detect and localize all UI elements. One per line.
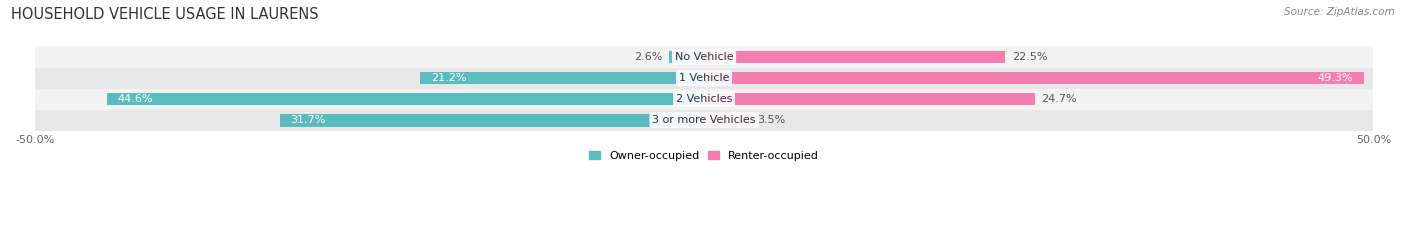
Text: HOUSEHOLD VEHICLE USAGE IN LAURENS: HOUSEHOLD VEHICLE USAGE IN LAURENS	[11, 7, 319, 22]
Bar	[704, 72, 1364, 84]
Text: Source: ZipAtlas.com: Source: ZipAtlas.com	[1284, 7, 1395, 17]
Text: 31.7%: 31.7%	[290, 115, 326, 125]
Text: 3.5%: 3.5%	[758, 115, 786, 125]
Legend: Owner-occupied, Renter-occupied: Owner-occupied, Renter-occupied	[585, 146, 824, 165]
Bar	[704, 114, 751, 127]
Bar	[704, 51, 1005, 63]
Text: 21.2%: 21.2%	[430, 73, 467, 83]
Text: 2.6%: 2.6%	[634, 52, 662, 62]
Bar	[107, 93, 704, 106]
Bar	[704, 93, 1035, 106]
Text: 3 or more Vehicles: 3 or more Vehicles	[652, 115, 756, 125]
Text: 44.6%: 44.6%	[118, 94, 153, 104]
Text: 2 Vehicles: 2 Vehicles	[676, 94, 733, 104]
Text: 24.7%: 24.7%	[1042, 94, 1077, 104]
Text: No Vehicle: No Vehicle	[675, 52, 734, 62]
Bar	[35, 68, 1374, 89]
Text: 1 Vehicle: 1 Vehicle	[679, 73, 730, 83]
Bar	[35, 110, 1374, 131]
Bar	[35, 89, 1374, 110]
Bar	[35, 47, 1374, 68]
Text: 49.3%: 49.3%	[1317, 73, 1354, 83]
Bar	[420, 72, 704, 84]
Bar	[669, 51, 704, 63]
Text: 22.5%: 22.5%	[1012, 52, 1047, 62]
Bar	[280, 114, 704, 127]
